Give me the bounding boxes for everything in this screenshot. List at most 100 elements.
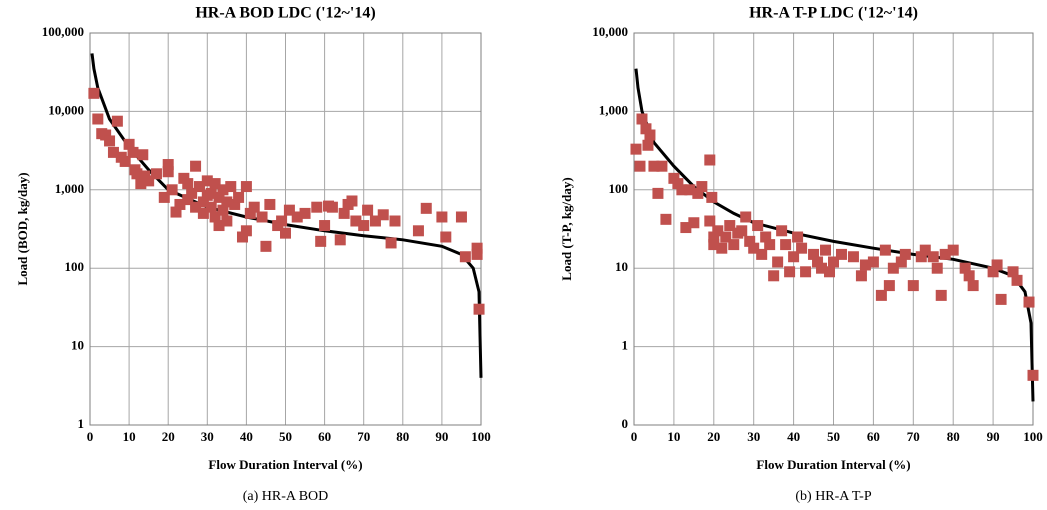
data-point — [104, 135, 116, 147]
data-point — [283, 204, 295, 216]
x-tick-label: 30 — [747, 429, 760, 444]
data-point — [915, 251, 927, 263]
data-point — [716, 242, 728, 254]
x-tick-label: 10 — [667, 429, 680, 444]
x-axis-label: Flow Duration Interval (%) — [756, 457, 910, 472]
data-point — [644, 129, 656, 141]
data-point — [205, 187, 217, 199]
data-point — [736, 225, 748, 237]
data-point — [182, 178, 194, 190]
chart-title: HR-A T-P LDC ('12~'14) — [749, 5, 918, 22]
data-point — [772, 256, 784, 268]
data-point — [299, 207, 311, 219]
data-point — [111, 115, 123, 127]
data-point — [412, 225, 424, 237]
y-tick-label: 100,000 — [42, 24, 84, 39]
data-point — [217, 204, 229, 216]
data-point — [648, 160, 660, 172]
data-point — [256, 211, 268, 223]
data-point — [358, 220, 370, 232]
data-point — [764, 239, 776, 251]
data-point — [186, 187, 198, 199]
data-point — [887, 262, 899, 274]
x-tick-label: 50 — [827, 429, 840, 444]
data-point — [1027, 369, 1039, 381]
data-point — [706, 191, 718, 203]
data-point — [680, 222, 692, 234]
data-point — [362, 204, 374, 216]
x-tick-label: 90 — [987, 429, 1000, 444]
data-point — [768, 270, 780, 282]
y-tick-label: 1 — [622, 338, 629, 353]
data-point — [455, 211, 467, 223]
data-point — [221, 215, 233, 227]
data-point — [987, 266, 999, 278]
data-point — [377, 209, 389, 221]
data-point — [939, 248, 951, 260]
data-point — [660, 213, 672, 225]
x-tick-label: 40 — [787, 429, 800, 444]
data-point — [784, 266, 796, 278]
caption: (a) HR-A BOD — [243, 489, 329, 504]
data-point — [205, 201, 217, 213]
data-point — [847, 251, 859, 263]
data-point — [338, 207, 350, 219]
x-tick-label: 20 — [162, 429, 175, 444]
data-point — [471, 242, 483, 254]
data-point — [143, 175, 155, 187]
data-point — [201, 175, 213, 187]
data-point — [720, 231, 732, 243]
data-point — [919, 244, 931, 256]
data-point — [127, 146, 139, 158]
data-point — [190, 201, 202, 213]
data-point — [756, 248, 768, 260]
x-tick-label: 20 — [707, 429, 720, 444]
data-point — [229, 198, 241, 210]
caption: (b) HR-A T-P — [795, 489, 871, 504]
data-point — [684, 184, 696, 196]
x-tick-label: 50 — [279, 429, 292, 444]
data-point — [166, 184, 178, 196]
data-point — [855, 270, 867, 282]
data-point — [311, 201, 323, 213]
data-point — [704, 215, 716, 227]
data-point — [883, 280, 895, 292]
data-point — [788, 251, 800, 263]
y-axis-label: Load (BOD, kg/day) — [15, 172, 30, 285]
data-point — [233, 191, 245, 203]
data-point — [780, 239, 792, 251]
data-point — [209, 178, 221, 190]
data-point — [389, 215, 401, 227]
data-point — [630, 143, 642, 155]
data-point — [642, 139, 654, 151]
data-point — [471, 248, 483, 260]
data-point — [213, 191, 225, 203]
y-tick-label: 10,000 — [48, 102, 84, 117]
data-point — [217, 184, 229, 196]
data-point — [708, 231, 720, 243]
data-point — [260, 240, 272, 252]
data-point — [995, 293, 1007, 305]
data-point — [280, 227, 291, 239]
data-point — [346, 195, 358, 207]
data-point — [350, 215, 362, 227]
data-point — [704, 154, 716, 166]
x-tick-label: 70 — [357, 429, 370, 444]
x-tick-label: 60 — [318, 429, 331, 444]
x-tick-label: 80 — [947, 429, 960, 444]
data-point — [459, 251, 471, 263]
data-point — [744, 235, 756, 247]
data-point — [1011, 274, 1023, 286]
data-point — [92, 113, 104, 125]
y-tick-label: 10 — [71, 338, 84, 353]
data-point — [867, 256, 879, 268]
data-point — [947, 244, 959, 256]
data-point — [859, 259, 871, 271]
x-tick-label: 70 — [907, 429, 920, 444]
chart-title: HR-A BOD LDC ('12~'14) — [195, 5, 375, 22]
y-tick-label: 0 — [622, 416, 629, 431]
data-point — [182, 194, 194, 206]
data-point — [123, 138, 135, 150]
data-point — [244, 207, 256, 219]
